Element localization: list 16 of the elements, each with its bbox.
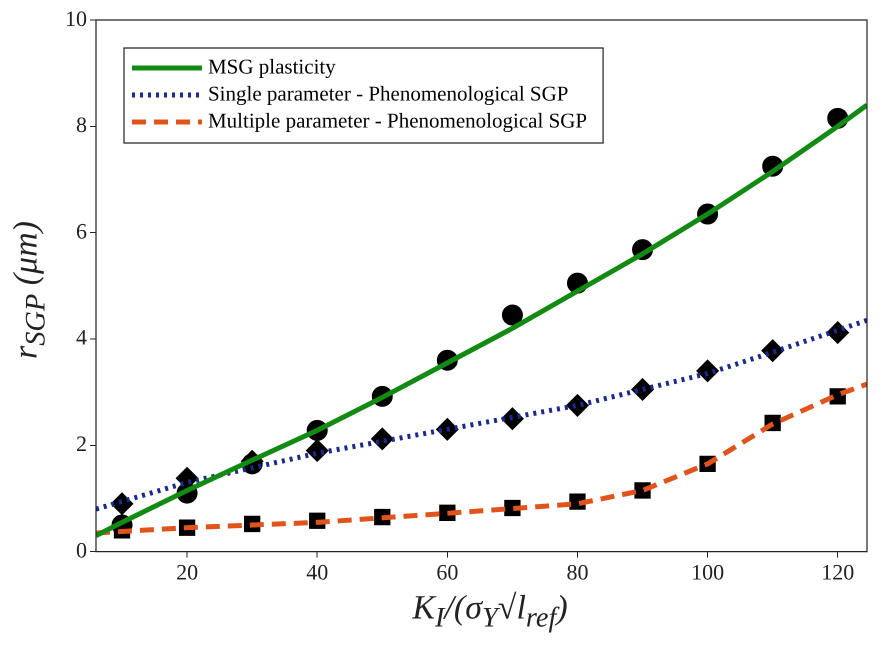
- x-tick-label: 100: [691, 560, 724, 585]
- legend-label: MSG plasticity: [208, 54, 336, 79]
- y-tick-label: 0: [76, 537, 87, 562]
- y-tick-label: 2: [76, 431, 87, 456]
- y-tick-label: 6: [76, 218, 87, 244]
- x-tick-label: 120: [821, 560, 854, 585]
- y-tick-label: 4: [76, 324, 87, 350]
- x-axis-title: K$_{I}$/(σ$_{Y}$√l$_{ref}$): [412, 590, 568, 634]
- y-tick-label: 10: [65, 6, 87, 31]
- x-tick-label: 80: [566, 560, 588, 585]
- x-tick-label: 60: [436, 560, 458, 585]
- x-tick-label: 40: [306, 560, 328, 585]
- x-tick-label: 20: [176, 560, 198, 585]
- y-tick-label: 8: [76, 112, 87, 138]
- legend-label: Multiple parameter - Phenomenological SGP: [208, 108, 588, 133]
- legend-label: Single parameter - Phenomenological SGP: [208, 82, 568, 106]
